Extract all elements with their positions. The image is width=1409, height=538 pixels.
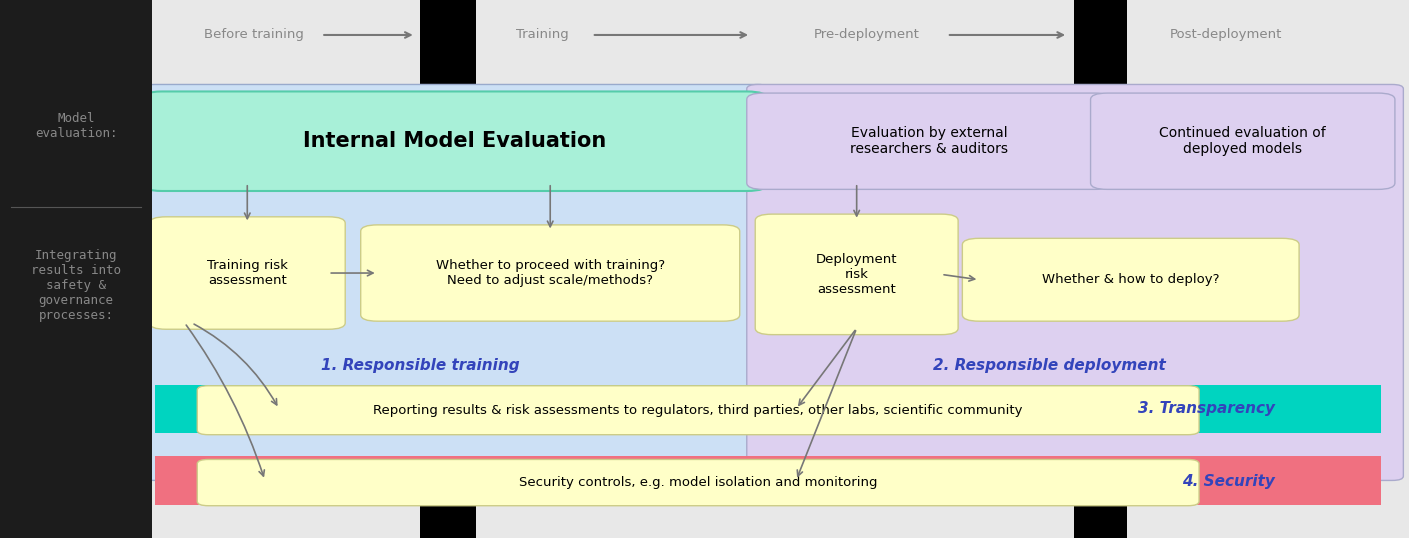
Text: Pre-deployment: Pre-deployment bbox=[813, 29, 920, 41]
Bar bbox=[155, 456, 1381, 505]
FancyBboxPatch shape bbox=[361, 225, 740, 321]
Text: Deployment
risk
assessment: Deployment risk assessment bbox=[816, 253, 898, 296]
Text: Training risk
assessment: Training risk assessment bbox=[207, 259, 287, 287]
Text: Post-deployment: Post-deployment bbox=[1169, 29, 1282, 41]
FancyBboxPatch shape bbox=[197, 459, 1199, 506]
Bar bbox=[155, 385, 1381, 433]
Text: 3. Transparency: 3. Transparency bbox=[1138, 401, 1275, 416]
Text: Reporting results & risk assessments to regulators, third parties, other labs, s: Reporting results & risk assessments to … bbox=[373, 404, 1023, 417]
FancyBboxPatch shape bbox=[747, 84, 1403, 480]
Text: Integrating
results into
safety &
governance
processes:: Integrating results into safety & govern… bbox=[31, 249, 121, 322]
Bar bbox=[0, 0, 152, 538]
FancyBboxPatch shape bbox=[149, 217, 345, 329]
Text: 4. Security: 4. Security bbox=[1182, 474, 1275, 489]
Text: Whether & how to deploy?: Whether & how to deploy? bbox=[1043, 273, 1219, 286]
FancyBboxPatch shape bbox=[747, 93, 1112, 189]
Text: 2. Responsible deployment: 2. Responsible deployment bbox=[933, 358, 1167, 373]
Text: Training: Training bbox=[516, 29, 569, 41]
Text: Internal Model Evaluation: Internal Model Evaluation bbox=[303, 131, 606, 151]
Bar bbox=[1074, 0, 1127, 538]
FancyBboxPatch shape bbox=[962, 238, 1299, 321]
Text: Continued evaluation of
deployed models: Continued evaluation of deployed models bbox=[1160, 126, 1326, 157]
FancyBboxPatch shape bbox=[141, 91, 768, 191]
Text: Before training: Before training bbox=[204, 29, 303, 41]
Text: Whether to proceed with training?
Need to adjust scale/methods?: Whether to proceed with training? Need t… bbox=[435, 259, 665, 287]
Text: Security controls, e.g. model isolation and monitoring: Security controls, e.g. model isolation … bbox=[519, 476, 878, 489]
FancyBboxPatch shape bbox=[755, 214, 958, 335]
FancyBboxPatch shape bbox=[197, 386, 1199, 435]
Text: Model
evaluation:: Model evaluation: bbox=[35, 112, 117, 140]
FancyBboxPatch shape bbox=[144, 84, 769, 480]
Text: Evaluation by external
researchers & auditors: Evaluation by external researchers & aud… bbox=[850, 126, 1009, 157]
Bar bbox=[152, 0, 1409, 538]
FancyBboxPatch shape bbox=[1091, 93, 1395, 189]
Text: 1. Responsible training: 1. Responsible training bbox=[321, 358, 519, 373]
Bar bbox=[420, 0, 476, 538]
